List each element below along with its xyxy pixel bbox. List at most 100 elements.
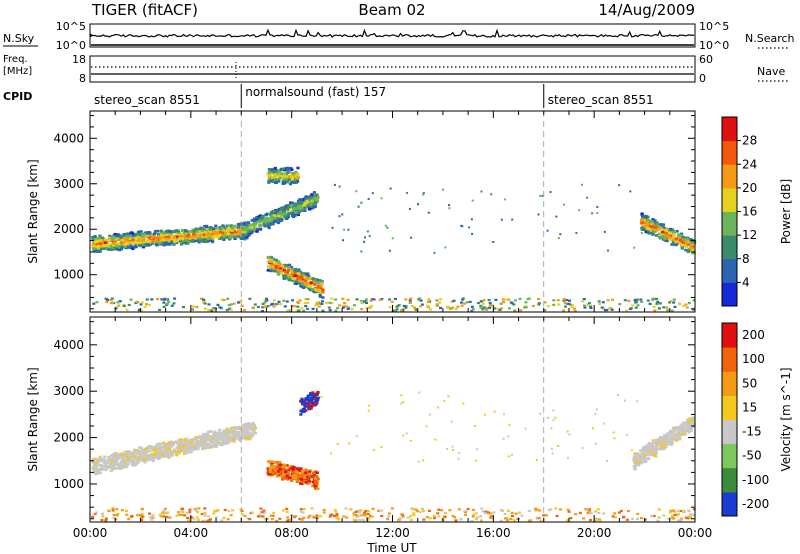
echo-pixel [176, 239, 180, 243]
echo-pixel [557, 445, 560, 447]
echo-pixel [244, 427, 248, 431]
echo-pixel [286, 269, 290, 272]
echo-pixel [652, 514, 656, 518]
x-axis-label: Time UT [366, 541, 417, 554]
colorbar-segment [722, 117, 737, 142]
echo-pixel [131, 460, 135, 463]
echo-pixel [388, 249, 391, 252]
echo-pixel [277, 264, 281, 268]
nsky-label: N.Sky [3, 32, 35, 45]
echo-pixel [652, 297, 656, 300]
echo-pixel [271, 514, 275, 517]
echo-pixel [207, 233, 212, 237]
echo-pixel [294, 170, 298, 174]
echo-pixel [435, 303, 439, 306]
echo-pixel [268, 174, 272, 177]
echo-pixel [293, 305, 297, 308]
echo-pixel [462, 402, 465, 405]
echo-pixel [280, 272, 284, 275]
echo-pixel [114, 237, 118, 241]
echo-pixel [312, 475, 316, 478]
echo-pixel [129, 454, 134, 457]
echo-pixel [196, 511, 200, 514]
colorbar-segment [722, 258, 737, 283]
echo-pixel [524, 301, 528, 304]
echo-pixel [272, 299, 276, 302]
echo-pixel [153, 445, 157, 448]
echo-pixel [318, 295, 322, 298]
echo-pixel [278, 210, 282, 214]
echo-pixel [130, 235, 134, 239]
echo-pixel [348, 442, 351, 445]
echo-pixel [169, 449, 173, 453]
echo-pixel [315, 303, 319, 306]
echo-pixel [152, 237, 156, 241]
freq-left-tick-bottom: 8 [79, 72, 86, 85]
echo-pixel [454, 308, 458, 311]
echo-pixel [510, 453, 513, 456]
echo-pixel [225, 235, 229, 239]
echo-pixel [151, 235, 156, 238]
echo-pixel [187, 519, 191, 522]
echo-pixel [213, 442, 217, 445]
echo-pixel [640, 214, 645, 218]
echo-pixel [209, 439, 213, 443]
echo-pixel [470, 218, 473, 221]
nsky-panel-frame [89, 23, 696, 48]
echo-pixel [188, 448, 192, 451]
echo-pixel [272, 214, 276, 218]
echo-pixel [661, 447, 665, 450]
echo-pixel [276, 169, 281, 172]
echo-pixel [413, 306, 417, 309]
echo-pixel [98, 471, 102, 475]
echo-pixel [95, 470, 99, 473]
echo-pixel [283, 276, 288, 280]
x-tick-label: 16:00 [476, 526, 511, 540]
echo-pixel [168, 516, 172, 519]
echo-pixel [142, 452, 146, 455]
echo-pixel [489, 512, 493, 515]
echo-pixel [182, 231, 187, 235]
echo-pixel [527, 297, 531, 300]
echo-pixel [692, 508, 696, 511]
echo-pixel [316, 398, 320, 401]
echo-pixel [685, 306, 689, 309]
echo-pixel [634, 306, 638, 309]
echo-pixel [304, 397, 308, 400]
echo-pixel [211, 434, 215, 437]
echo-pixel [300, 275, 304, 279]
echo-pixel [99, 247, 103, 251]
echo-pixel [232, 229, 236, 233]
echo-pixel [187, 440, 192, 443]
echo-pixel [142, 241, 146, 244]
echo-pixel [303, 201, 307, 205]
echo-pixel [629, 307, 633, 310]
echo-pixel [204, 224, 208, 228]
echo-pixel [450, 420, 453, 423]
nsky-right-tick-top: 10^5 [699, 20, 729, 33]
echo-pixel [367, 517, 371, 520]
echo-pixel [170, 445, 174, 448]
echo-pixel [636, 400, 639, 403]
echo-pixel [156, 233, 161, 236]
echo-pixel [645, 224, 649, 227]
echo-pixel [404, 306, 408, 309]
echo-pixel [280, 472, 284, 475]
echo-pixel [486, 511, 490, 514]
echo-pixel [261, 302, 265, 305]
echo-pixel [459, 517, 463, 521]
echo-pixel [112, 457, 116, 461]
echo-pixel [357, 511, 361, 514]
echo-pixel [280, 264, 285, 268]
echo-pixel [405, 432, 408, 435]
echo-pixel [368, 306, 372, 309]
echo-pixel [384, 224, 387, 227]
echo-pixel [664, 236, 668, 239]
plot-frame [89, 110, 696, 313]
nave-label: Nave [757, 65, 785, 78]
echo-pixel [222, 441, 226, 444]
echo-pixel [671, 230, 675, 233]
echo-pixel [125, 513, 129, 516]
echo-pixel [672, 437, 676, 440]
